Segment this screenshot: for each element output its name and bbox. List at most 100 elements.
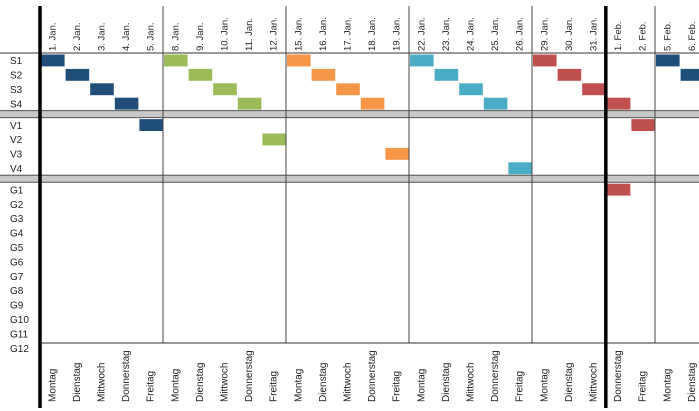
date-label: 5. Feb. — [662, 21, 673, 51]
weekday-label: Dienstag — [318, 363, 329, 402]
weekday-label: Donnerstag — [244, 350, 255, 402]
row-label: S4 — [10, 99, 23, 110]
weekday-label: Montag — [416, 369, 427, 402]
date-label: 31. Jan. — [589, 17, 600, 51]
weekday-label: Donnerstag — [121, 350, 132, 402]
cell-S4-1-Feb- — [606, 97, 631, 110]
date-label: 2. Jan. — [72, 22, 83, 51]
weekday-label: Dienstag — [195, 363, 206, 402]
cell-V3-19-Jan- — [385, 147, 409, 160]
cell-S1-15-Jan- — [287, 54, 311, 67]
cell-V4-26-Jan- — [508, 162, 532, 175]
grid-layer — [0, 6, 699, 408]
date-label: 24. Jan. — [466, 17, 477, 51]
cell-V1-5-Jan- — [139, 119, 163, 131]
row-label: S3 — [10, 85, 23, 96]
row-label: V2 — [10, 135, 23, 146]
date-label: 25. Jan. — [490, 17, 501, 51]
cell-S3-31-Jan- — [582, 83, 606, 96]
row-label: V3 — [10, 150, 23, 161]
cell-S3-3-Jan- — [90, 83, 114, 96]
row-label: G12 — [10, 344, 29, 355]
weekday-label: Donnerstag — [490, 350, 501, 402]
cell-V1-2-Feb- — [631, 119, 655, 131]
labels-layer: S1 S2 S3 S4 V1 V2 V3 V4 G1 G2 G3 G4 G5 G6 G7 G8 G9 G10 G11… — [10, 17, 698, 402]
row-label: G6 — [10, 257, 24, 268]
date-label: 8. Jan. — [170, 22, 181, 51]
weekday-label: Montag — [47, 369, 58, 402]
date-label: 2. Feb. — [638, 21, 649, 51]
cell-S2-30-Jan- — [557, 68, 582, 81]
weekday-label: Montag — [539, 369, 550, 402]
weekday-label: Montag — [170, 369, 181, 402]
row-label: S2 — [10, 71, 23, 82]
cell-S2-2-Jan- — [65, 68, 90, 81]
date-label: 4. Jan. — [121, 22, 132, 51]
weekday-label: Donnerstag — [367, 350, 378, 402]
date-label: 17. Jan. — [343, 17, 354, 51]
cell-S4-25-Jan- — [483, 97, 508, 110]
date-label: 9. Jan. — [195, 22, 206, 51]
weekday-label: Montag — [293, 369, 304, 402]
row-label: G10 — [10, 315, 29, 326]
cell-S2-23-Jan- — [434, 68, 459, 81]
cell-S2-16-Jan- — [311, 68, 336, 81]
row-label: S1 — [10, 56, 23, 67]
row-label: G11 — [10, 329, 29, 340]
date-label: 10. Jan. — [220, 17, 231, 51]
cell-S4-18-Jan- — [360, 97, 385, 110]
cell-S1-1-Jan- — [41, 54, 65, 67]
cell-V2-12-Jan- — [262, 133, 286, 146]
date-label: 26. Jan. — [515, 17, 526, 51]
date-label: 5. Jan. — [146, 22, 157, 51]
cell-G1-1-Feb- — [606, 183, 631, 196]
weekday-label: Dienstag — [564, 363, 575, 402]
weekday-label: Dienstag — [687, 363, 698, 402]
row-label: G8 — [10, 286, 24, 297]
row-label: G5 — [10, 243, 24, 254]
cell-S1-22-Jan- — [410, 54, 434, 67]
cell-S1-5-Feb- — [656, 54, 680, 67]
weekday-label: Freitag — [392, 371, 403, 402]
weekday-label: Mittwoch — [466, 363, 477, 402]
row-label: G4 — [10, 229, 24, 240]
weekday-label: Montag — [662, 369, 673, 402]
cell-S1-29-Jan- — [533, 54, 557, 67]
date-label: 29. Jan. — [539, 17, 550, 51]
date-label: 19. Jan. — [392, 17, 403, 51]
date-label: 1. Feb. — [613, 21, 624, 51]
cell-S3-10-Jan- — [213, 83, 237, 96]
weekday-label: Freitag — [638, 371, 649, 402]
weekday-label: Dienstag — [72, 363, 83, 402]
date-label: 16. Jan. — [318, 17, 329, 51]
date-label: 15. Jan. — [293, 17, 304, 51]
date-label: 23. Jan. — [441, 17, 452, 51]
row-label: G7 — [10, 272, 24, 283]
weekday-label: Freitag — [269, 371, 280, 402]
group-separator-band — [0, 110, 699, 119]
weekday-label: Mittwoch — [343, 363, 354, 402]
date-label: 12. Jan. — [269, 17, 280, 51]
date-label: 3. Jan. — [97, 22, 108, 51]
weekday-label: Freitag — [515, 371, 526, 402]
cell-S4-4-Jan- — [114, 97, 139, 110]
row-label: V4 — [10, 164, 23, 175]
weekday-label: Dienstag — [441, 363, 452, 402]
date-label: 22. Jan. — [416, 17, 427, 51]
date-label: 18. Jan. — [367, 17, 378, 51]
date-label: 11. Jan. — [244, 18, 255, 51]
cell-S4-11-Jan- — [237, 97, 262, 110]
cell-S3-17-Jan- — [336, 83, 360, 96]
cell-S2-9-Jan- — [188, 68, 213, 81]
row-label: G3 — [10, 214, 24, 225]
row-label: V1 — [10, 121, 23, 132]
cell-S3-24-Jan- — [459, 83, 483, 96]
weekday-label: Mittwoch — [97, 363, 108, 402]
cell-S1-8-Jan- — [164, 54, 188, 67]
row-label: G1 — [10, 185, 24, 196]
cell-S2-6-Feb- — [680, 68, 699, 81]
date-label: 1. Jan. — [47, 22, 58, 51]
date-label: 30. Jan. — [564, 17, 575, 51]
cells-layer — [41, 54, 699, 196]
